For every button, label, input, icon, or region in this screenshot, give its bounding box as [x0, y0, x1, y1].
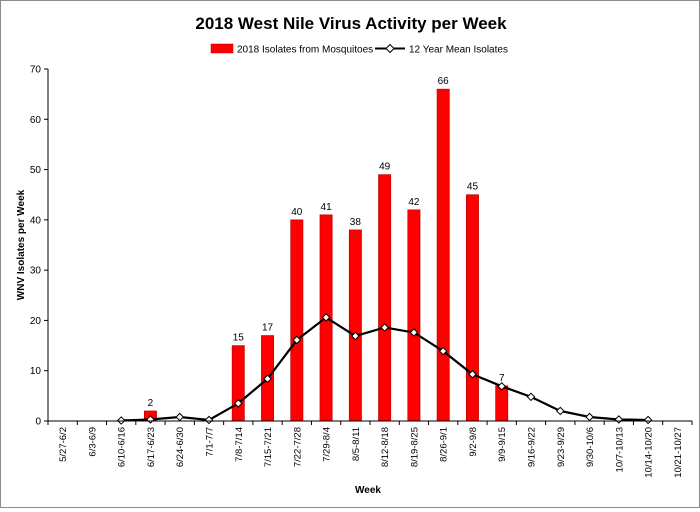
- y-tick-label: 30: [30, 266, 42, 277]
- mean-point: [585, 412, 594, 422]
- mean-point: [204, 415, 214, 425]
- mean-point: [233, 399, 243, 408]
- x-tick-label: 8/12-8/18: [380, 427, 391, 467]
- bar-data-label: 45: [467, 182, 479, 193]
- x-tick-label: 10/7-10/13: [614, 427, 625, 472]
- bar-data-label: 7: [499, 373, 505, 384]
- x-tick-label: 7/29-8/4: [322, 427, 333, 462]
- legend: 2018 Isolates from Mosquitoes 12 Year Me…: [210, 43, 508, 56]
- chart-title: 2018 West Nile Virus Activity per Week: [195, 14, 507, 33]
- x-tick-label: 7/22-7/28: [292, 427, 303, 467]
- x-tick-label: 6/10-6/16: [117, 427, 128, 467]
- bar: [436, 88, 450, 422]
- bars: [144, 88, 509, 422]
- x-tick-label: 9/2-9/8: [468, 427, 479, 457]
- x-tick-label: 10/21-10/27: [673, 427, 684, 478]
- bar: [378, 174, 392, 422]
- bar: [407, 209, 421, 422]
- y-tick-label: 40: [30, 215, 42, 226]
- x-tick-label: 7/8-7/14: [234, 427, 245, 462]
- bar: [348, 229, 362, 422]
- y-tick-label: 0: [35, 417, 41, 428]
- x-tick-label: 9/23-9/29: [556, 427, 567, 467]
- axes: [47, 69, 692, 422]
- x-tick-label: 6/3-6/9: [87, 427, 98, 457]
- y-axis-ticks: 0 10 20 30 40 50 60 70: [30, 65, 48, 428]
- bar-data-label: 66: [438, 76, 450, 87]
- mean-point: [409, 328, 419, 337]
- legend-bar-label: 2018 Isolates from Mosquitoes: [237, 45, 373, 56]
- bar: [466, 194, 479, 422]
- mean-point: [351, 331, 360, 341]
- bar: [495, 385, 509, 422]
- bar-labels: 2 15 17 40 41 38 49 42 66 45 7: [148, 76, 505, 409]
- x-tick-label: 8/19-8/25: [409, 427, 420, 467]
- y-tick-label: 70: [30, 65, 42, 76]
- y-tick-label: 50: [30, 165, 42, 176]
- x-axis-ticks: 5/27-6/2 6/3-6/9 6/10-6/16 6/17-6/23 6/24-6/…: [47, 421, 693, 478]
- y-tick-label: 10: [30, 366, 42, 377]
- mean-point: [643, 415, 653, 425]
- x-tick-label: 8/26-9/1: [439, 427, 450, 462]
- y-axis-title: WNV Isolates per Week: [16, 189, 27, 300]
- x-tick-label: 9/16-9/22: [527, 427, 538, 467]
- x-axis-title: Week: [355, 485, 381, 496]
- bar-data-label: 41: [321, 202, 333, 213]
- bar: [290, 219, 304, 422]
- bar-data-label: 17: [262, 323, 274, 334]
- mean-point: [497, 381, 507, 391]
- x-tick-label: 8/5-8/11: [351, 427, 362, 461]
- x-tick-label: 9/30-10/6: [585, 427, 596, 467]
- x-tick-label: 7/1-7/7: [205, 427, 216, 457]
- mean-point: [116, 416, 126, 425]
- mean-point: [555, 406, 565, 416]
- bar: [231, 345, 245, 422]
- y-tick-label: 60: [30, 115, 42, 126]
- bar-data-label: 40: [291, 207, 303, 218]
- legend-bar-swatch: [210, 43, 234, 54]
- mean-point: [321, 313, 331, 322]
- bar-data-label: 49: [379, 162, 391, 173]
- mean-point: [526, 392, 536, 402]
- mean-point: [292, 335, 302, 345]
- legend-line-label: 12 Year Mean Isolates: [409, 45, 508, 56]
- mean-point: [614, 415, 624, 424]
- x-tick-label: 10/14-10/20: [644, 427, 655, 478]
- bar-data-label: 2: [148, 398, 154, 409]
- x-tick-label: 6/24-6/30: [175, 427, 186, 467]
- y-tick-label: 20: [30, 316, 42, 327]
- mean-point: [468, 369, 477, 379]
- x-tick-label: 5/27-6/2: [58, 427, 69, 462]
- mean-point: [263, 374, 272, 384]
- bar-data-label: 15: [233, 333, 245, 344]
- mean-line-group: [116, 313, 653, 425]
- mean-point: [438, 346, 448, 356]
- bar-data-label: 38: [350, 217, 362, 228]
- bar-data-label: 42: [408, 197, 420, 208]
- mean-point: [380, 323, 389, 332]
- x-tick-label: 7/15-7/21: [263, 427, 274, 467]
- x-tick-label: 9/9-9/15: [497, 427, 508, 462]
- legend-line-marker: [385, 43, 395, 54]
- x-tick-label: 6/17-6/23: [146, 427, 157, 467]
- mean-point: [175, 412, 185, 422]
